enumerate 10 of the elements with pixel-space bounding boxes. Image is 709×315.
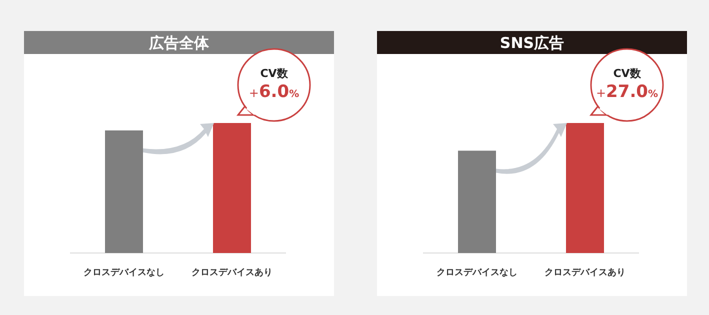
text: +27.0% xyxy=(596,82,658,102)
text: +6.0% xyxy=(248,82,300,102)
x-tick-label: クロスデバイスあり xyxy=(544,268,626,278)
x-tick-label: クロスデバイスなし xyxy=(84,268,164,278)
text: CV数 xyxy=(613,67,642,80)
text: CV数 xyxy=(260,67,289,80)
x-tick-label: クロスデバイスあり xyxy=(192,268,272,278)
chart-title: SNS広告 xyxy=(500,34,564,52)
x-tick-label: クロスデバイスなし xyxy=(436,268,518,278)
chart-title: 広告全体 xyxy=(148,34,210,52)
